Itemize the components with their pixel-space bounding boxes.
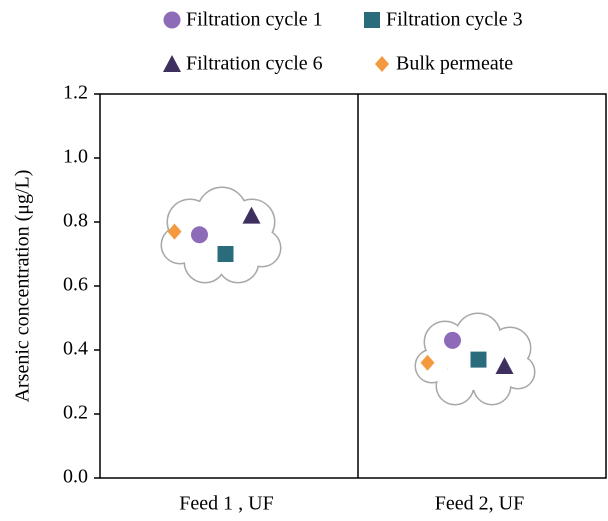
y-tick-label: 0.2 (63, 402, 88, 424)
x-tick-label: Feed 1 , UF (179, 493, 273, 515)
data-point (495, 357, 514, 374)
legend-marker (163, 55, 181, 72)
y-tick-label: 1.0 (63, 146, 88, 168)
data-point (470, 351, 487, 368)
data-point (167, 223, 182, 240)
legend-label: Filtration cycle 3 (386, 9, 523, 31)
y-tick-label: 0.0 (63, 466, 88, 488)
y-tick-label: 0.6 (63, 274, 88, 296)
data-point (420, 354, 435, 371)
data-point (217, 246, 234, 262)
y-tick-label: 0.4 (63, 338, 88, 360)
y-axis-label: Arsenic concentration (μg/L) (12, 170, 34, 403)
plot-frame (99, 93, 607, 479)
legend-label: Filtration cycle 1 (186, 9, 323, 31)
legend-label: Filtration cycle 6 (186, 53, 323, 75)
cloud (160, 186, 282, 284)
cloud (414, 312, 536, 406)
legend-marker (364, 12, 380, 28)
data-point (191, 226, 208, 244)
legend-marker (375, 56, 389, 72)
y-tick-label: 1.2 (63, 82, 88, 104)
x-tick-label: Feed 2, UF (435, 493, 524, 515)
legend-label: Bulk permeate (396, 53, 513, 75)
y-tick-label: 0.8 (63, 210, 88, 232)
data-point (242, 206, 261, 224)
data-point (444, 331, 461, 349)
legend-marker (163, 11, 181, 29)
